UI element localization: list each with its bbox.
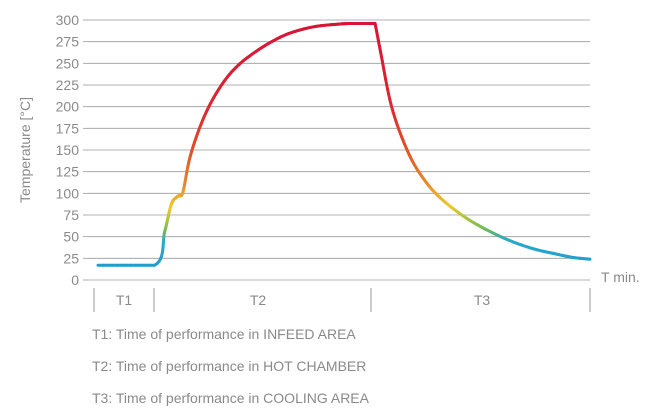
y-tick-label: 175 — [56, 120, 80, 136]
y-tick-label: 125 — [56, 164, 80, 180]
phase-label-t2: T2 — [250, 292, 267, 308]
y-tick-label: 100 — [56, 185, 80, 201]
y-tick-label: 250 — [56, 55, 80, 71]
x-axis-title: T min. — [601, 269, 640, 285]
y-tick-label: 225 — [56, 77, 80, 93]
y-tick-label: 300 — [56, 12, 80, 28]
y-tick-label: 0 — [71, 272, 79, 288]
y-tick-label: 50 — [63, 229, 79, 245]
y-tick-label: 150 — [56, 142, 80, 158]
phase-label-t1: T1 — [116, 292, 133, 308]
legend-t2: T2: Time of performance in HOT CHAMBER — [92, 358, 367, 374]
y-tick-label: 275 — [56, 34, 80, 50]
phase-label-t3: T3 — [474, 292, 491, 308]
legend-t3: T3: Time of performance in COOLING AREA — [92, 390, 369, 406]
y-tick-label: 25 — [63, 250, 79, 266]
y-tick-label: 75 — [63, 207, 79, 223]
legend-t1: T1: Time of performance in INFEED AREA — [92, 326, 356, 342]
y-axis-title: Temperature [°C] — [17, 97, 33, 203]
y-tick-label: 200 — [56, 99, 80, 115]
